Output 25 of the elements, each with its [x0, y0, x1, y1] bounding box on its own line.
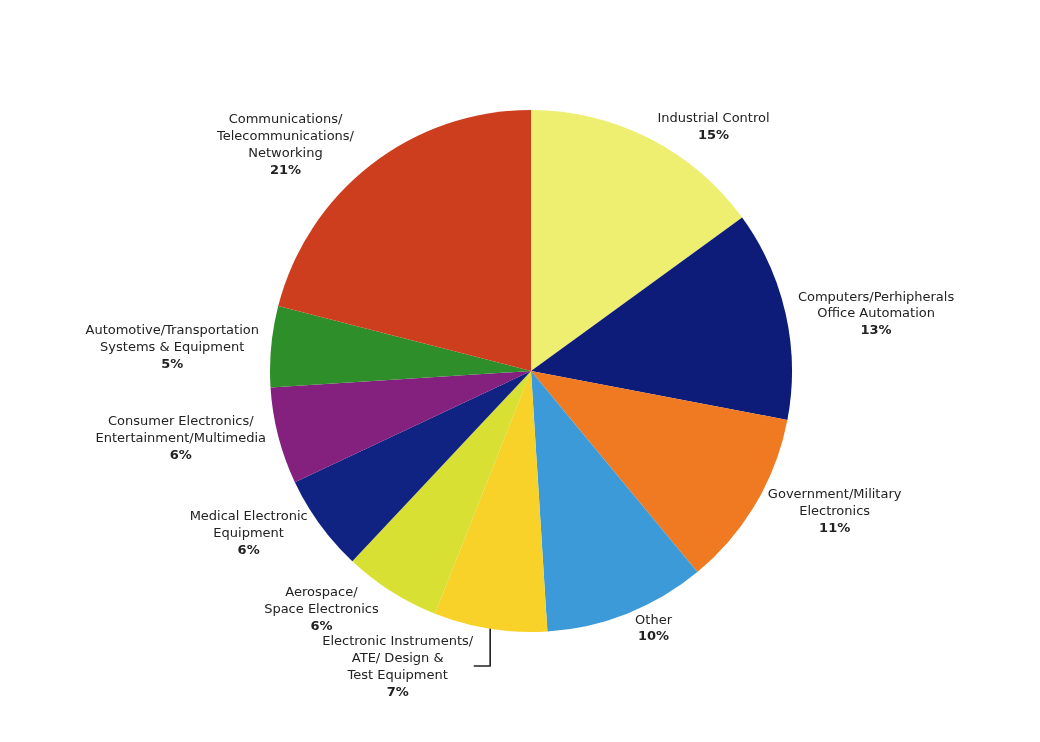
slice-label: Other [635, 611, 673, 627]
pie-slice [270, 306, 531, 388]
data-label: 6% [169, 446, 192, 462]
pie-slice [531, 217, 792, 420]
pie-slice [270, 371, 531, 483]
slice-label: Medical Electronic Equipment [189, 508, 308, 541]
data-label: 6% [310, 618, 333, 634]
data-label: 15% [697, 126, 730, 142]
slice-label: Automotive/Transportation Systems & Equipment [85, 321, 259, 354]
slice-label: Computers/Perhipherals Office Automation [797, 288, 955, 321]
data-label: 11% [819, 519, 851, 535]
slice-label: Government/Military Electronics [767, 485, 902, 518]
slice-label: Electronic Instruments/ ATE/ Design & Test Equipment [322, 633, 474, 682]
data-label: 7% [386, 683, 409, 699]
slice-label: Communications/ Telecommunications/ Networking [215, 111, 355, 161]
data-label: 10% [637, 628, 670, 644]
data-label: 6% [237, 542, 260, 558]
slice-label: Industrial Control [657, 109, 770, 125]
pie-slice [434, 371, 548, 632]
slice-label: Aerospace/ Space Electronics [264, 584, 379, 617]
pie-slice [531, 371, 698, 632]
data-label: 13% [860, 322, 892, 338]
data-label: 5% [161, 355, 184, 371]
data-label: 21% [269, 162, 302, 178]
slice-label: Consumer Electronics/ Entertainment/Multimedia [95, 413, 266, 445]
